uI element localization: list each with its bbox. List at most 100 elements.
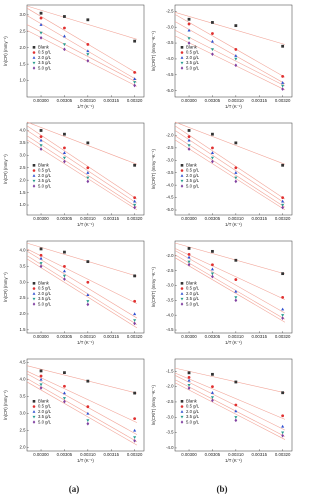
legend-label: 5.0 g/L	[186, 419, 200, 424]
fit-line	[26, 381, 138, 446]
x-tick-label: 0.00310	[228, 216, 244, 221]
marker	[63, 26, 66, 30]
legend-marker	[32, 287, 36, 290]
marker	[39, 147, 43, 151]
legend-label: Blank	[186, 280, 198, 285]
y-tick-label: 2.5	[20, 295, 27, 300]
marker	[39, 374, 43, 378]
fit-line	[174, 372, 286, 420]
marker	[210, 39, 214, 43]
marker	[63, 146, 66, 150]
y-tick-label: -3.0	[166, 414, 174, 419]
marker	[187, 252, 191, 256]
legend-marker	[180, 415, 184, 419]
marker	[86, 43, 90, 46]
x-axis-label: 1/T (K⁻¹)	[225, 104, 242, 109]
marker	[187, 247, 191, 250]
legend-marker	[32, 292, 36, 295]
x-tick-label: 0.00320	[127, 98, 143, 103]
fit-line	[174, 121, 286, 165]
marker	[187, 255, 191, 259]
y-tick-label: -3.0	[166, 283, 174, 288]
legend-marker	[180, 420, 184, 424]
marker	[39, 11, 43, 15]
marker	[281, 87, 285, 91]
legend-label: 3.5 g/L	[186, 414, 200, 419]
x-tick-label: 0.00310	[80, 216, 96, 221]
x-tick-label: 0.00305	[57, 452, 73, 457]
marker	[234, 298, 238, 303]
marker	[62, 274, 66, 278]
x-tick-label: 0.00320	[275, 334, 291, 339]
x-tick-label: 0.00320	[127, 452, 143, 457]
x-tick-label: 0.00300	[33, 98, 49, 103]
marker	[63, 47, 66, 52]
x-tick-label: 0.00305	[205, 452, 221, 457]
legend-label: 2.0 g/L	[38, 55, 52, 60]
marker	[281, 81, 285, 84]
legend-label: 2.0 g/L	[186, 55, 200, 60]
legend-marker	[32, 184, 36, 188]
marker	[281, 431, 285, 435]
marker	[210, 151, 214, 154]
marker	[39, 36, 43, 40]
marker	[211, 385, 214, 388]
marker	[281, 196, 285, 199]
y-tick-label: -5.0	[166, 88, 174, 93]
figure: (a) (b) 0.00300 0.00305 0.00310 0.00315 0.00…	[3, 4, 293, 494]
marker	[234, 289, 238, 293]
legend-label: 3.5 g/L	[186, 60, 200, 65]
marker	[211, 32, 214, 35]
marker	[39, 247, 43, 251]
legend-label: 0.5 g/L	[38, 286, 52, 291]
marker	[210, 267, 214, 271]
fit-line	[26, 5, 138, 40]
marker	[39, 138, 43, 142]
y-tick-label: -4.0	[166, 56, 174, 61]
marker	[187, 383, 191, 387]
marker	[63, 371, 66, 375]
fit-line	[26, 24, 138, 83]
y-tick-label: -3.5	[166, 297, 174, 302]
x-tick-label: 0.00315	[251, 216, 267, 221]
fit-line	[26, 365, 138, 394]
marker	[211, 398, 214, 403]
x-tick-label: 0.00320	[127, 216, 143, 221]
y-tick-label: 3.5	[20, 394, 27, 399]
legend-label: 0.5 g/L	[38, 50, 52, 55]
fit-line	[174, 21, 286, 84]
y-tick-label: 2.5	[20, 428, 27, 433]
marker	[133, 77, 137, 81]
marker	[133, 428, 137, 432]
legend-marker	[32, 61, 36, 65]
marker	[62, 391, 66, 395]
marker	[133, 436, 137, 440]
marker	[281, 314, 285, 317]
legend-label: 3.5 g/L	[38, 60, 52, 65]
fit-line	[26, 30, 138, 87]
marker	[211, 263, 214, 267]
marker	[187, 386, 191, 390]
marker	[234, 141, 238, 145]
fit-line	[174, 375, 286, 431]
marker	[39, 253, 43, 257]
plot-frame	[174, 4, 293, 98]
marker	[187, 378, 191, 382]
marker	[133, 438, 137, 443]
marker	[86, 421, 90, 426]
y-tick-label: -2.0	[166, 384, 174, 389]
y-tick-label: 3.0	[20, 279, 27, 284]
legend-label: 3.5 g/L	[38, 178, 52, 183]
legend-label: 2.0 g/L	[186, 409, 200, 414]
marker	[86, 166, 90, 170]
fit-line	[174, 254, 286, 320]
x-axis-label: 1/T (K⁻¹)	[77, 340, 94, 345]
marker	[234, 409, 238, 413]
marker	[86, 293, 90, 297]
y-tick-label: 1.5	[20, 327, 27, 332]
legend-label: 3.5 g/L	[186, 296, 200, 301]
fit-line	[26, 15, 138, 81]
marker	[187, 147, 191, 151]
marker	[211, 146, 214, 150]
marker	[86, 405, 90, 409]
